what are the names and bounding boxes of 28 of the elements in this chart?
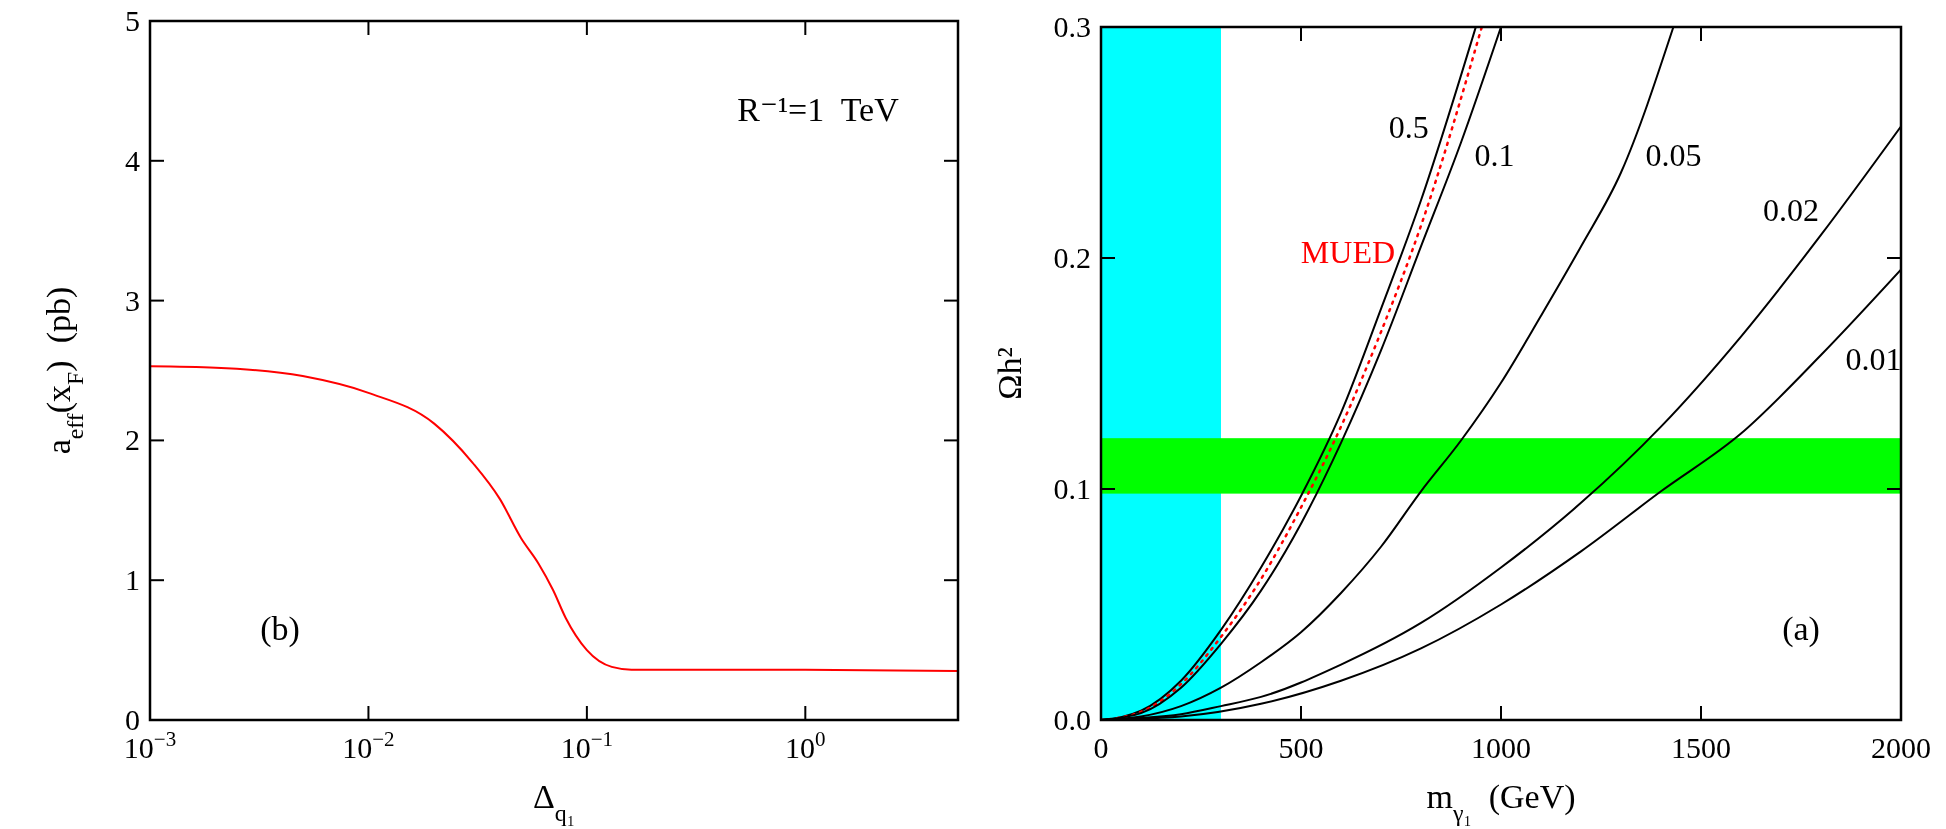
x-tick-label: 1000 bbox=[1471, 731, 1531, 764]
y-tick-label: 0.0 bbox=[1053, 703, 1091, 736]
x-tick-label: 10$^{0}$ bbox=[785, 727, 826, 764]
y-tick-label: 4 bbox=[125, 143, 140, 177]
y-tick-label: 2 bbox=[125, 423, 140, 457]
series-label: MUED bbox=[1300, 233, 1396, 270]
y-tick-label: 3 bbox=[125, 283, 140, 317]
series-label: 0.02 bbox=[1763, 192, 1820, 229]
x-axis-title: m$_{γ₁}$ (GeV) bbox=[1426, 778, 1576, 826]
y-axis-title: Ωh² bbox=[991, 347, 1028, 400]
annotation: (b) bbox=[260, 610, 300, 648]
series-label: 0.05 bbox=[1645, 136, 1702, 173]
x-tick-label: 1500 bbox=[1671, 731, 1731, 764]
series-label: 0.01 bbox=[1845, 340, 1902, 377]
x-tick-label: 500 bbox=[1278, 731, 1324, 764]
x-tick-label: 10$^{−1}$ bbox=[560, 727, 614, 764]
annotation: (a) bbox=[1782, 610, 1820, 648]
x-axis-title: Δ$_{q₁}$ bbox=[532, 778, 576, 826]
y-tick-label: 0.2 bbox=[1053, 241, 1091, 274]
annotation: R⁻¹=1 TeV bbox=[737, 91, 900, 128]
series-label: 0.1 bbox=[1474, 136, 1515, 173]
x-tick-label: 2000 bbox=[1871, 731, 1931, 764]
series-label: 0.5 bbox=[1388, 108, 1429, 145]
x-tick-label: 10$^{−2}$ bbox=[342, 727, 395, 764]
y-tick-label: 5 bbox=[125, 4, 140, 37]
y-tick-label: 1 bbox=[125, 563, 140, 597]
y-tick-label: 0.1 bbox=[1053, 472, 1091, 505]
y-tick-label: 0.3 bbox=[1053, 10, 1091, 43]
